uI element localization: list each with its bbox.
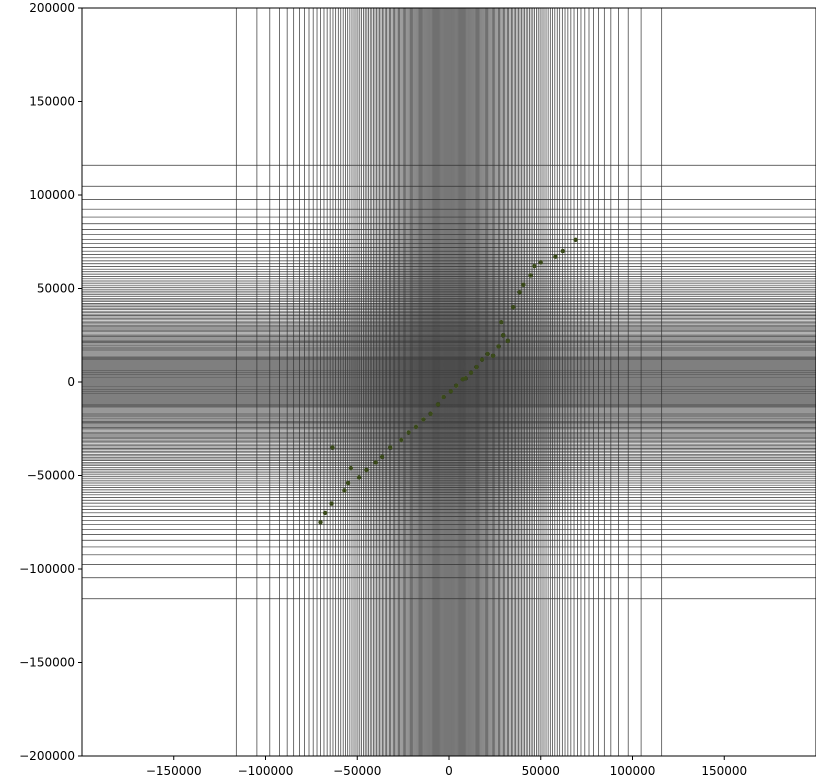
data-point — [441, 394, 446, 400]
data-point — [448, 389, 454, 394]
data-point — [356, 475, 362, 480]
data-point — [330, 445, 335, 450]
x-tick-label: 50000 — [522, 764, 560, 778]
data-point — [490, 353, 496, 359]
data-point — [500, 333, 506, 338]
y-tick-label: −50000 — [27, 469, 75, 483]
x-tick-label: −100000 — [238, 764, 294, 778]
data-point — [345, 480, 351, 486]
data-point — [428, 411, 433, 416]
data-point — [560, 248, 565, 254]
data-point — [329, 501, 334, 506]
y-tick-label: −150000 — [19, 656, 75, 670]
data-point — [373, 460, 378, 465]
data-point — [553, 254, 558, 259]
y-axis-ticks: −200000 −150000 −100000 −50000 0 50000 100000 1… — [19, 1, 82, 763]
y-tick-label: 200000 — [29, 1, 75, 15]
data-point — [474, 364, 479, 370]
data-point — [364, 467, 369, 473]
y-tick-label: 150000 — [29, 95, 75, 109]
data-point — [435, 402, 441, 407]
y-tick-label: 50000 — [37, 282, 75, 296]
data-point — [468, 370, 474, 375]
data-point — [496, 344, 501, 349]
x-axis-ticks: −150000 −100000 −50000 0 50000 100000 150000 — [146, 756, 747, 778]
data-point — [421, 417, 426, 422]
data-point — [573, 237, 578, 243]
y-tick-label: −200000 — [19, 749, 75, 763]
y-tick-label: −100000 — [19, 562, 75, 576]
data-point — [511, 305, 516, 310]
data-point — [413, 424, 419, 430]
x-tick-label: 0 — [445, 764, 453, 778]
y-tick-label: 100000 — [29, 188, 75, 202]
data-point — [322, 510, 328, 516]
x-tick-label: −50000 — [333, 764, 381, 778]
data-point — [538, 260, 543, 265]
data-point — [499, 319, 504, 325]
data-point — [406, 430, 411, 435]
data-point — [399, 437, 404, 443]
data-point — [479, 357, 485, 362]
grid-lines — [82, 8, 816, 756]
data-point — [463, 376, 468, 381]
data-point — [521, 282, 526, 287]
data-point — [528, 273, 533, 278]
data-point — [379, 454, 385, 459]
x-tick-label: 100000 — [610, 764, 656, 778]
data-point — [454, 383, 459, 388]
data-point — [532, 263, 537, 269]
x-tick-label: −150000 — [146, 764, 202, 778]
data-point — [342, 488, 347, 493]
data-point — [348, 465, 354, 471]
x-tick-label: 150000 — [701, 764, 747, 778]
data-point — [388, 445, 393, 450]
data-points — [318, 237, 578, 525]
y-tick-label: 0 — [67, 375, 75, 389]
data-point — [505, 338, 510, 344]
data-point — [517, 290, 522, 295]
data-point — [485, 351, 490, 357]
data-point — [318, 520, 323, 525]
